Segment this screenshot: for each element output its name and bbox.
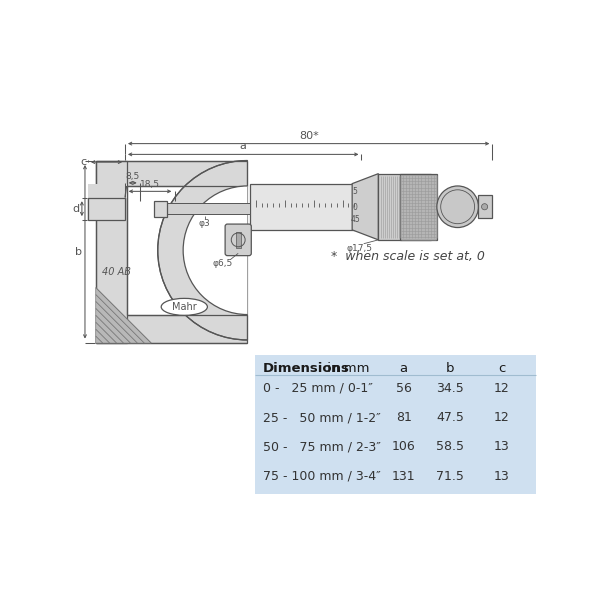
Text: 50 -   75 mm / 2-3″: 50 - 75 mm / 2-3″: [263, 440, 381, 454]
Bar: [255, 355, 536, 494]
Bar: [96, 314, 247, 343]
Ellipse shape: [161, 298, 208, 316]
Text: Mahr: Mahr: [172, 302, 197, 312]
Bar: [154, 200, 167, 217]
Text: 106: 106: [392, 440, 416, 454]
Text: 13: 13: [494, 470, 509, 483]
Text: *  when scale is set at, 0: * when scale is set at, 0: [331, 250, 484, 263]
Text: 56: 56: [396, 382, 412, 395]
Text: φ6,5: φ6,5: [212, 259, 233, 268]
Text: c: c: [80, 157, 86, 167]
Text: 34.5: 34.5: [436, 382, 464, 395]
Polygon shape: [96, 287, 151, 343]
Text: b: b: [75, 247, 82, 257]
Wedge shape: [158, 161, 247, 340]
Text: 13: 13: [494, 440, 509, 454]
Text: a: a: [400, 362, 408, 375]
Text: φ3: φ3: [199, 219, 211, 228]
Text: φ17,5: φ17,5: [347, 244, 373, 253]
Text: 0: 0: [353, 203, 358, 212]
Polygon shape: [352, 173, 379, 240]
Bar: [160, 203, 250, 214]
Text: d: d: [73, 203, 80, 214]
Text: in mm: in mm: [323, 362, 370, 375]
Text: 45: 45: [350, 215, 360, 224]
Text: 71.5: 71.5: [436, 470, 464, 483]
Text: 12: 12: [494, 411, 509, 424]
Text: c: c: [498, 362, 505, 375]
Text: 131: 131: [392, 470, 416, 483]
Circle shape: [482, 203, 488, 210]
Text: 81: 81: [396, 411, 412, 424]
Bar: [400, 173, 437, 240]
Text: a: a: [240, 142, 247, 151]
Bar: [379, 173, 431, 240]
Text: 75 - 100 mm / 3-4″: 75 - 100 mm / 3-4″: [263, 470, 380, 483]
Bar: [250, 184, 361, 230]
Text: 5: 5: [353, 187, 358, 196]
Text: b: b: [446, 362, 454, 375]
Text: Dimensions: Dimensions: [263, 362, 350, 375]
Text: 8,5: 8,5: [125, 172, 140, 181]
Bar: [96, 161, 127, 343]
Text: 58.5: 58.5: [436, 440, 464, 454]
Text: 25 -   50 mm / 1-2″: 25 - 50 mm / 1-2″: [263, 411, 380, 424]
Bar: [88, 197, 125, 220]
Text: 40 AB: 40 AB: [102, 267, 131, 277]
Text: 47.5: 47.5: [436, 411, 464, 424]
Bar: [236, 232, 241, 248]
Text: 12: 12: [494, 382, 509, 395]
Bar: [478, 196, 493, 218]
Text: 18,5: 18,5: [140, 180, 160, 189]
Circle shape: [437, 186, 478, 227]
Bar: [88, 184, 127, 197]
Text: 0 -   25 mm / 0-1″: 0 - 25 mm / 0-1″: [263, 382, 373, 395]
Wedge shape: [183, 186, 247, 314]
Text: 80*: 80*: [299, 131, 319, 140]
Bar: [96, 161, 247, 186]
FancyBboxPatch shape: [225, 224, 251, 256]
